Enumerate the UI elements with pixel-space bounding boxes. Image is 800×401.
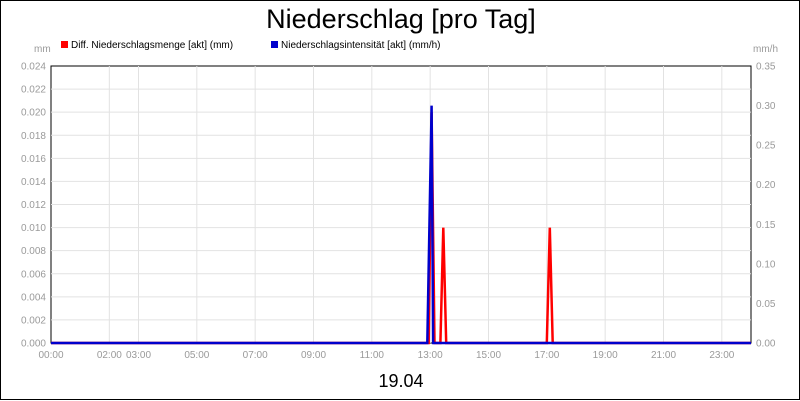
x-tick-label: 05:00 — [184, 350, 209, 361]
y-left-unit: mm — [34, 44, 51, 55]
y-right-tick-label: 0.35 — [756, 62, 776, 73]
y-right-tick-label: 0.15 — [756, 220, 776, 231]
x-tick-label: 00:00 — [38, 350, 63, 361]
y-right-tick-label: 0.20 — [756, 180, 776, 191]
y-left-tick-label: 0.014 — [21, 177, 46, 188]
y-right-tick-label: 0.00 — [756, 339, 776, 350]
legend-label: Diff. Niederschlagsmenge [akt] (mm) — [71, 40, 233, 51]
x-tick-label: 15:00 — [476, 350, 501, 361]
x-tick-label: 17:00 — [534, 350, 559, 361]
date-label: 19.04 — [378, 371, 423, 391]
y-left-tick-label: 0.018 — [21, 131, 46, 142]
y-left-tick-label: 0.020 — [21, 108, 46, 119]
legend-swatch — [271, 41, 278, 48]
y-right-tick-label: 0.10 — [756, 259, 776, 270]
x-tick-label: 09:00 — [301, 350, 326, 361]
y-left-tick-label: 0.006 — [21, 269, 46, 280]
legend-label: Niederschlagsintensität [akt] (mm/h) — [281, 40, 441, 51]
y-left-tick-label: 0.008 — [21, 246, 46, 257]
y-right-unit: mm/h — [753, 44, 778, 55]
y-left-tick-label: 0.024 — [21, 62, 46, 73]
legend-swatch — [61, 41, 68, 48]
y-left-tick-label: 0.012 — [21, 200, 46, 211]
y-left-tick-label: 0.004 — [21, 292, 46, 303]
legend: Diff. Niederschlagsmenge [akt] (mm) Niede… — [61, 40, 441, 51]
x-tick-label: 21:00 — [651, 350, 676, 361]
x-tick-label: 03:00 — [126, 350, 151, 361]
x-tick-label: 23:00 — [709, 350, 734, 361]
y-left-tick-label: 0.000 — [21, 339, 46, 350]
y-right-tick-label: 0.25 — [756, 141, 776, 152]
x-tick-label: 02:00 — [97, 350, 122, 361]
y-right-tick-label: 0.05 — [756, 299, 776, 310]
x-tick-label: 07:00 — [243, 350, 268, 361]
y-left-tick-label: 0.002 — [21, 315, 46, 326]
y-left-tick-label: 0.016 — [21, 154, 46, 165]
x-tick-label: 13:00 — [418, 350, 443, 361]
y-left-tick-label: 0.022 — [21, 85, 46, 96]
chart-title: Niederschlag [pro Tag] — [266, 4, 536, 34]
x-tick-label: 19:00 — [593, 350, 618, 361]
x-tick-label: 11:00 — [360, 350, 385, 361]
y-left-tick-label: 0.010 — [21, 223, 46, 234]
y-right-tick-label: 0.30 — [756, 101, 776, 112]
